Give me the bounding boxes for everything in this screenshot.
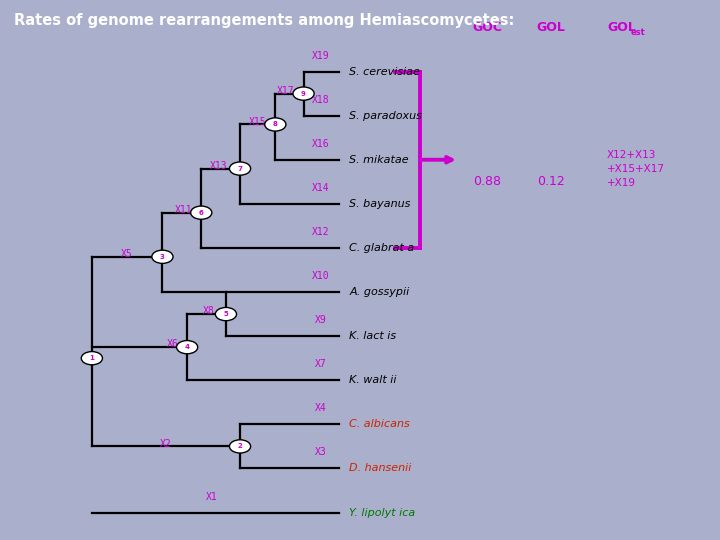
Text: X9: X9 xyxy=(315,315,327,325)
Text: X6: X6 xyxy=(167,339,179,349)
Text: 0.12: 0.12 xyxy=(536,176,564,188)
Text: X10: X10 xyxy=(312,271,330,281)
Text: X7: X7 xyxy=(315,359,327,369)
Text: GOL: GOL xyxy=(607,21,636,34)
Text: 9: 9 xyxy=(301,91,306,97)
Text: S. mikatae: S. mikatae xyxy=(349,155,409,165)
Text: X1: X1 xyxy=(206,491,217,502)
Text: X12+X13
+X15+X17
+X19: X12+X13 +X15+X17 +X19 xyxy=(607,150,665,187)
Circle shape xyxy=(191,206,212,219)
Text: X3: X3 xyxy=(315,448,327,457)
Text: C. albicans: C. albicans xyxy=(349,420,410,429)
Text: X16: X16 xyxy=(312,139,330,148)
Circle shape xyxy=(215,307,236,321)
Text: S. bayanus: S. bayanus xyxy=(349,199,411,209)
Text: GOL: GOL xyxy=(536,21,565,34)
Text: X14: X14 xyxy=(312,183,330,193)
Circle shape xyxy=(152,250,173,264)
Text: D. hansenii: D. hansenii xyxy=(349,463,412,474)
Text: 2: 2 xyxy=(238,443,243,449)
Text: X8: X8 xyxy=(202,306,214,316)
Text: X11: X11 xyxy=(175,205,192,215)
Text: K. lact is: K. lact is xyxy=(349,331,397,341)
Text: K. walt ii: K. walt ii xyxy=(349,375,397,385)
Text: 6: 6 xyxy=(199,210,204,215)
Text: C. glabrat a: C. glabrat a xyxy=(349,243,415,253)
Text: X15: X15 xyxy=(249,117,266,127)
Text: Rates of genome rearrangements among Hemiascomycetes:: Rates of genome rearrangements among Hem… xyxy=(14,14,515,28)
Text: 5: 5 xyxy=(224,311,228,317)
Text: GOC: GOC xyxy=(472,21,502,34)
Text: S. cerevisiae: S. cerevisiae xyxy=(349,66,420,77)
Text: 4: 4 xyxy=(184,344,189,350)
Text: 1: 1 xyxy=(89,355,94,361)
Text: X17: X17 xyxy=(277,86,294,96)
Text: X4: X4 xyxy=(315,403,327,413)
Text: X18: X18 xyxy=(312,94,330,105)
Text: Y. lipolyt ica: Y. lipolyt ica xyxy=(349,508,415,517)
Text: est: est xyxy=(630,28,645,37)
Text: X13: X13 xyxy=(210,161,228,171)
Circle shape xyxy=(230,440,251,453)
Text: X2: X2 xyxy=(160,438,172,449)
Circle shape xyxy=(81,352,102,365)
Text: A. gossypii: A. gossypii xyxy=(349,287,410,297)
Text: X5: X5 xyxy=(121,249,133,259)
Text: 7: 7 xyxy=(238,166,243,172)
Circle shape xyxy=(293,87,314,100)
Text: X19: X19 xyxy=(312,51,330,60)
Circle shape xyxy=(265,118,286,131)
Text: 8: 8 xyxy=(273,122,278,127)
Circle shape xyxy=(176,341,198,354)
Circle shape xyxy=(230,162,251,175)
Text: 0.88: 0.88 xyxy=(473,176,501,188)
Text: 3: 3 xyxy=(160,254,165,260)
Text: S. paradoxus: S. paradoxus xyxy=(349,111,423,120)
Text: X12: X12 xyxy=(312,227,330,237)
